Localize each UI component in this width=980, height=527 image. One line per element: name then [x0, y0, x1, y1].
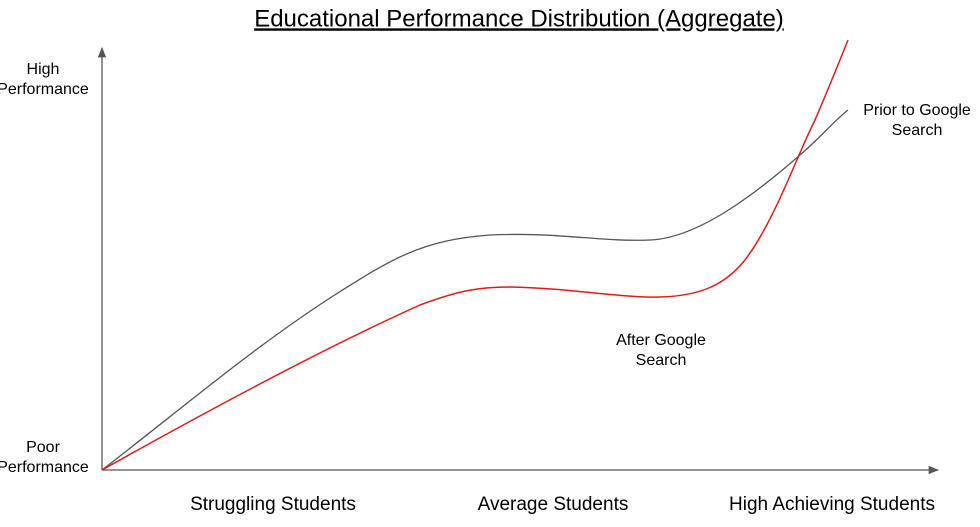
curve-label: Search — [892, 122, 943, 139]
y-top-label: High — [27, 61, 60, 78]
curve-label: After Google — [616, 332, 706, 349]
curve-after — [101, 39, 849, 471]
x-label: Average Students — [478, 494, 629, 515]
curve-label: Search — [636, 352, 687, 369]
x-label: High Achieving Students — [729, 494, 935, 515]
y-bottom-label: Performance — [0, 459, 89, 476]
y-bottom-label: Poor — [26, 439, 60, 456]
y-top-label: Performance — [0, 81, 89, 98]
curve-label: Prior to Google — [863, 102, 971, 119]
title: Educational Performance Distribution (Ag… — [254, 5, 784, 32]
x-label: Struggling Students — [190, 494, 356, 515]
curve-before — [101, 109, 849, 471]
